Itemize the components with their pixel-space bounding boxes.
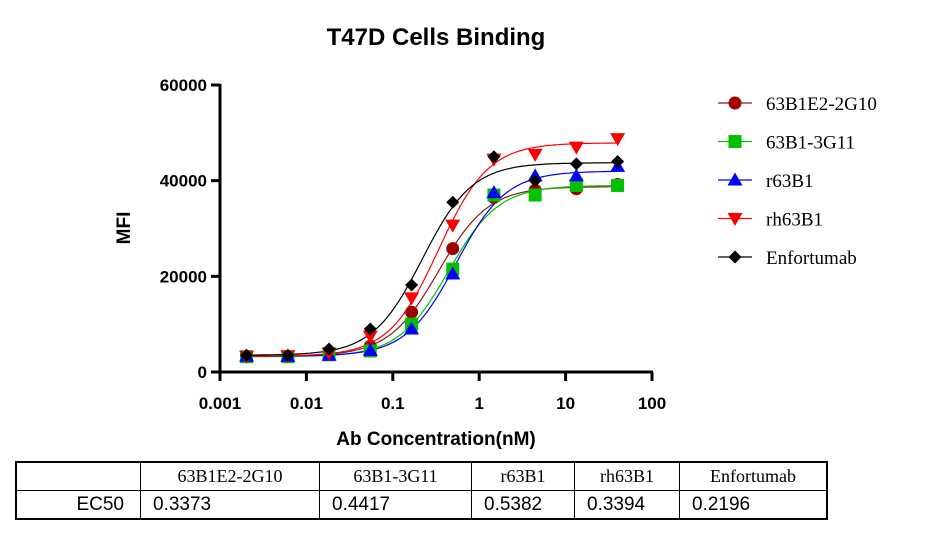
- y-axis-label: MFI: [114, 212, 135, 245]
- legend-label: Enfortumab: [766, 248, 857, 269]
- fit-curve-63B1E2-2G10: [246, 186, 618, 357]
- fit-curve-63B1-3G11: [246, 185, 618, 358]
- fit-curve-rh63B1: [246, 142, 618, 357]
- legend-label: rh63B1: [766, 210, 823, 231]
- x-tick-label: 0.001: [199, 394, 242, 413]
- data-point-Enfortumab: [363, 322, 377, 336]
- fit-curve-r63B1: [246, 170, 618, 357]
- x-tick-label: 10: [556, 394, 575, 413]
- table-row-label: EC50: [15, 490, 141, 520]
- y-tick-label: 0: [198, 363, 207, 382]
- x-tick-label: 0.01: [290, 394, 323, 413]
- data-point-rh63B1: [568, 141, 584, 155]
- data-point-rh63B1: [404, 292, 420, 306]
- y-tick-label: 20000: [160, 267, 207, 286]
- table-header-cell: 63B1-3G11: [319, 461, 472, 491]
- table-header-row: 63B1E2-2G10 63B1-3G11 r63B1 rh63B1 Enfor…: [15, 461, 828, 491]
- data-point-63B1-3G11: [611, 178, 625, 192]
- data-point-Enfortumab: [528, 174, 542, 188]
- x-axis-label: Ab Concentration(nM): [336, 429, 535, 450]
- data-point-rh63B1: [527, 148, 543, 162]
- chart-title: T47D Cells Binding: [327, 24, 546, 51]
- data-point-Enfortumab: [446, 195, 460, 209]
- data-point-Enfortumab: [281, 348, 295, 362]
- y-tick-label: 40000: [160, 172, 207, 191]
- data-point-63B1E2-2G10: [405, 305, 419, 319]
- data-point-Enfortumab: [322, 342, 336, 356]
- x-tick-label: 100: [638, 394, 666, 413]
- legend-marker: [727, 172, 743, 186]
- data-point-r63B1: [486, 185, 502, 199]
- data-point-rh63B1: [362, 330, 378, 344]
- table-header-cell: 63B1E2-2G10: [140, 461, 320, 491]
- data-point-63B1E2-2G10: [446, 242, 460, 256]
- table-cell: 0.5382: [471, 490, 575, 520]
- x-tick-label: 0.1: [381, 394, 405, 413]
- data-point-Enfortumab: [611, 155, 625, 169]
- table-cell: 0.2196: [679, 490, 828, 520]
- data-point-63B1-3G11: [569, 178, 583, 192]
- legend-marker: [728, 96, 742, 110]
- table-cell: 0.4417: [319, 490, 472, 520]
- data-point-r63B1: [568, 168, 584, 182]
- data-point-r63B1: [445, 266, 461, 280]
- legend-label: r63B1: [766, 171, 814, 192]
- fit-curve-Enfortumab: [246, 162, 618, 356]
- table-header-cell: Enfortumab: [679, 461, 828, 491]
- legend-marker: [728, 135, 742, 148]
- data-point-rh63B1: [445, 219, 461, 233]
- x-tick-label: 1: [474, 394, 483, 413]
- legend-marker: [728, 250, 742, 264]
- data-point-r63B1: [404, 321, 420, 335]
- table-cell: 0.3373: [140, 490, 320, 520]
- data-point-63B1-3G11: [528, 188, 542, 202]
- data-point-Enfortumab: [569, 157, 583, 171]
- ec50-table: 63B1E2-2G10 63B1-3G11 r63B1 rh63B1 Enfor…: [15, 461, 828, 520]
- table-corner-cell: [15, 461, 141, 491]
- table-cell: 0.3394: [574, 490, 680, 520]
- y-tick-label: 60000: [160, 76, 207, 95]
- chart: T47D Cells Binding MFI Ab Concentration(…: [114, 24, 877, 450]
- data-point-rh63B1: [610, 133, 626, 147]
- legend-label: 63B1E2-2G10: [766, 94, 877, 115]
- data-point-Enfortumab: [240, 348, 254, 362]
- data-point-Enfortumab: [487, 150, 501, 164]
- table-row: EC50 0.3373 0.4417 0.5382 0.3394 0.2196: [15, 490, 828, 520]
- data-point-r63B1: [362, 342, 378, 356]
- table-header-cell: rh63B1: [574, 461, 680, 491]
- table-header-cell: r63B1: [471, 461, 575, 491]
- legend-marker: [727, 213, 743, 226]
- legend-label: 63B1-3G11: [766, 133, 855, 154]
- data-point-Enfortumab: [405, 278, 419, 292]
